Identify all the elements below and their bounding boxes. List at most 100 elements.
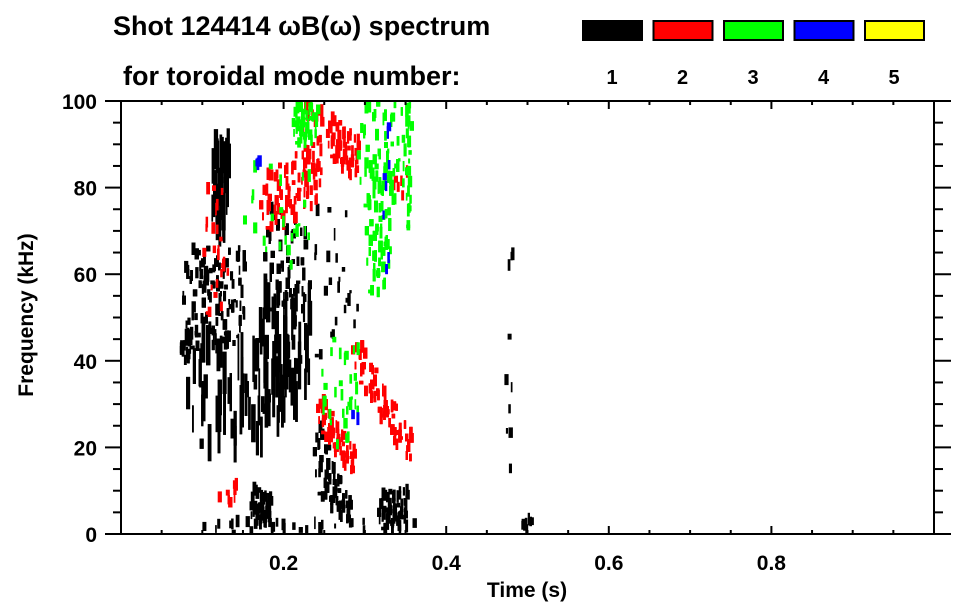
- spectrum-pixel-mode-2: [292, 160, 297, 170]
- spectrum-pixel-mode-1: [381, 487, 386, 500]
- spectrum-pixel-mode-1: [291, 334, 296, 350]
- spectrum-pixel-mode-2: [219, 301, 223, 312]
- spectrum-pixel-mode-2: [315, 193, 318, 205]
- spectrum-pixel-mode-2: [352, 157, 355, 162]
- spectrum-pixel-mode-2: [345, 146, 348, 152]
- spectrum-pixel-mode-2: [396, 181, 400, 192]
- spectrum-pixel-mode-3: [347, 431, 350, 443]
- spectrum-pixel-mode-2: [395, 438, 399, 450]
- spectrum-pixel-mode-2: [361, 362, 366, 370]
- spectrum-pixel-mode-1: [232, 340, 236, 346]
- spectrum-pixel-mode-2: [343, 459, 347, 471]
- spectrum-pixel-mode-1: [217, 280, 220, 288]
- spectrum-pixel-mode-3: [308, 115, 312, 121]
- spectrum-pixel-mode-1: [204, 273, 209, 286]
- spectrum-pixel-mode-2: [273, 204, 277, 215]
- spectrum-pixel-mode-1: [405, 489, 410, 500]
- spectrum-pixel-mode-1: [275, 279, 279, 290]
- spectrum-pixel-mode-3: [407, 116, 410, 129]
- spectrum-pixel-mode-2: [308, 148, 312, 160]
- spectrum-pixel-mode-2: [335, 420, 338, 433]
- spectrum-pixel-mode-2: [226, 268, 230, 276]
- spectrum-pixel-mode-1: [315, 432, 319, 443]
- spectrum-pixel-mode-1: [185, 320, 188, 329]
- spectrum-pixel-mode-1: [405, 510, 408, 519]
- spectrum-pixel-mode-2: [265, 187, 268, 196]
- spectrum-pixel-mode-3: [371, 170, 375, 181]
- spectrum-pixel-mode-2: [350, 465, 353, 475]
- spectrum-pixel-mode-2: [320, 104, 324, 117]
- spectrum-pixel-mode-1: [332, 462, 336, 474]
- spectrum-pixel-mode-1: [319, 455, 324, 463]
- spectrum-pixel-mode-1: [219, 177, 224, 220]
- spectrum-pixel-mode-4: [255, 158, 258, 167]
- spectrum-pixel-mode-2: [409, 426, 413, 440]
- spectrum-pixel-mode-1: [206, 245, 211, 252]
- spectrum-pixel-mode-2: [405, 433, 409, 442]
- spectrum-pixel-mode-2: [322, 412, 327, 420]
- y-tick-label: 60: [74, 264, 97, 287]
- spectrum-pixel-mode-3: [409, 121, 414, 131]
- spectrum-pixel-mode-1: [263, 252, 268, 262]
- spectrum-pixel-mode-2: [343, 126, 346, 138]
- spectrum-pixel-mode-1: [264, 490, 267, 498]
- spectrum-pixel-mode-1: [386, 507, 391, 518]
- spectrum-pixel-mode-4: [382, 210, 385, 220]
- spectrum-pixel-mode-2: [206, 182, 210, 195]
- spectrum-pixel-mode-1: [181, 346, 185, 357]
- spectrum-pixel-mode-2: [213, 292, 218, 298]
- spectrum-pixel-mode-3: [268, 163, 273, 170]
- spectrum-pixel-mode-1: [183, 340, 186, 351]
- spectrum-pixel-mode-2: [355, 160, 357, 171]
- spectrum-pixel-mode-4: [351, 410, 355, 420]
- spectrum-pixel-mode-2: [212, 185, 216, 191]
- spectrum-pixel-mode-2: [330, 410, 335, 417]
- spectrum-pixel-mode-3: [270, 213, 274, 222]
- spectrum-pixel-mode-1: [231, 279, 235, 289]
- spectrum-pixel-mode-3: [323, 382, 328, 390]
- spectrum-pixel-mode-1: [202, 521, 207, 531]
- spectrum-pixel-mode-1: [302, 292, 306, 323]
- spectrum-pixel-mode-1: [508, 463, 512, 474]
- spectrum-pixel-mode-2: [395, 403, 398, 411]
- spectrum-pixel-mode-1: [276, 405, 280, 437]
- spectrum-pixel-mode-1: [229, 520, 232, 529]
- spectrum-pixel-mode-3: [376, 101, 381, 107]
- spectrum-pixel-mode-2: [215, 198, 219, 211]
- spectrum-pixel-mode-2: [232, 480, 236, 489]
- spectrum-pixel-mode-1: [253, 518, 258, 529]
- spectrum-pixel-mode-1: [214, 258, 216, 271]
- spectrum-pixel-mode-1: [343, 304, 347, 314]
- spectrum-pixel-mode-1: [269, 201, 274, 215]
- spectrum-pixel-mode-2: [344, 452, 348, 458]
- spectrum-pixel-mode-2: [262, 212, 264, 221]
- spectrum-pixel-mode-1: [189, 343, 192, 354]
- spectrum-pixel-mode-3: [265, 246, 268, 253]
- spectrum-pixel-mode-3: [352, 345, 355, 354]
- spectrum-pixel-mode-1: [399, 510, 403, 516]
- spectrum-pixel-mode-3: [307, 169, 311, 182]
- spectrum-pixel-mode-2: [374, 367, 379, 374]
- spectrum-pixel-mode-1: [226, 143, 231, 179]
- spectrum-pixel-mode-1: [192, 348, 196, 384]
- spectrum-pixel-mode-2: [349, 157, 353, 163]
- spectrum-pixel-mode-1: [294, 284, 298, 290]
- spectrum-pixel-mode-1: [215, 525, 217, 533]
- spectrum-pixel-mode-2: [347, 145, 351, 151]
- spectrum-pixel-mode-1: [377, 507, 382, 517]
- spectrum-pixel-mode-1: [202, 280, 207, 293]
- spectrum-pixel-mode-1: [211, 281, 216, 289]
- spectrum-pixel-mode-1: [387, 512, 391, 524]
- spectrum-pixel-mode-1: [323, 477, 327, 488]
- spectrum-pixel-mode-1: [217, 407, 221, 454]
- spectrum-pixel-mode-1: [321, 519, 324, 530]
- spectrum-pixel-mode-1: [219, 134, 223, 177]
- spectrum-pixel-mode-2: [331, 132, 336, 140]
- spectrum-pixel-mode-1: [216, 255, 219, 267]
- spectrum-pixel-mode-1: [345, 490, 348, 499]
- spectrum-pixel-mode-1: [387, 497, 392, 510]
- spectrum-pixel-mode-1: [186, 269, 190, 279]
- spectrum-pixel-mode-1: [336, 501, 342, 512]
- spectrum-pixel-mode-3: [393, 193, 397, 205]
- spectrum-pixel-mode-3: [314, 129, 317, 139]
